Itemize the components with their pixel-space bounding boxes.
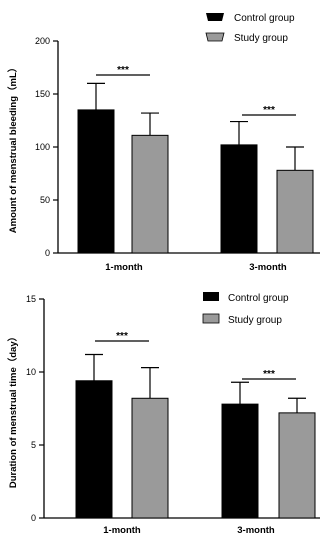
significance-label: *** — [117, 65, 129, 76]
bar-study-3-month — [278, 412, 316, 519]
bar-study-1-month — [131, 134, 169, 254]
significance-label: *** — [263, 105, 275, 116]
significance-label: *** — [263, 369, 275, 380]
legend-swatch-study — [205, 32, 225, 42]
y-tick-label: 50 — [40, 195, 50, 205]
bar-study-3-month — [276, 169, 314, 254]
legend-swatch-control — [206, 13, 224, 21]
bar-control-1-month — [75, 380, 113, 519]
y-tick-label: 5 — [31, 440, 36, 450]
y-tick-label: 0 — [31, 513, 36, 523]
bars — [75, 353, 316, 519]
bar-control-3-month — [220, 144, 258, 254]
bar-study-1-month — [131, 397, 169, 519]
legend-swatch-control — [203, 292, 219, 301]
bars — [77, 82, 314, 254]
legend: Control group Study group — [202, 292, 289, 326]
legend: Control group Study group — [205, 13, 295, 44]
y-tick-label: 15 — [26, 294, 36, 304]
bleeding-amount-chart: Amount of menstrual bleeding（mL） 0 50 100 1… — [7, 13, 320, 273]
legend-label-study: Study group — [228, 315, 282, 326]
y-ticks: 0 5 10 15 — [26, 294, 44, 523]
y-ticks: 0 50 100 150 200 — [35, 36, 58, 258]
significance-label: *** — [116, 331, 128, 342]
x-category-label: 3-month — [237, 525, 275, 536]
y-axis-label: Duration of menstrual time（day） — [7, 332, 19, 488]
legend-swatch-study — [202, 313, 220, 324]
y-tick-label: 200 — [35, 36, 50, 46]
bar-control-3-month — [221, 403, 259, 519]
y-axis-label: Amount of menstrual bleeding（mL） — [7, 63, 19, 233]
legend-label-control: Control group — [228, 293, 289, 304]
menstrual-duration-chart: Duration of menstrual time（day） 0 5 10 15 1… — [7, 292, 320, 536]
legend-label-study: Study group — [234, 33, 288, 44]
bar-control-1-month — [77, 109, 115, 254]
y-tick-label: 0 — [45, 248, 50, 258]
x-category-label: 1-month — [105, 262, 143, 273]
legend-label-control: Control group — [234, 13, 295, 24]
y-tick-label: 10 — [26, 367, 36, 377]
y-tick-label: 150 — [35, 89, 50, 99]
x-category-label: 1-month — [103, 525, 141, 536]
x-category-label: 3-month — [249, 262, 287, 273]
y-tick-label: 100 — [35, 142, 50, 152]
